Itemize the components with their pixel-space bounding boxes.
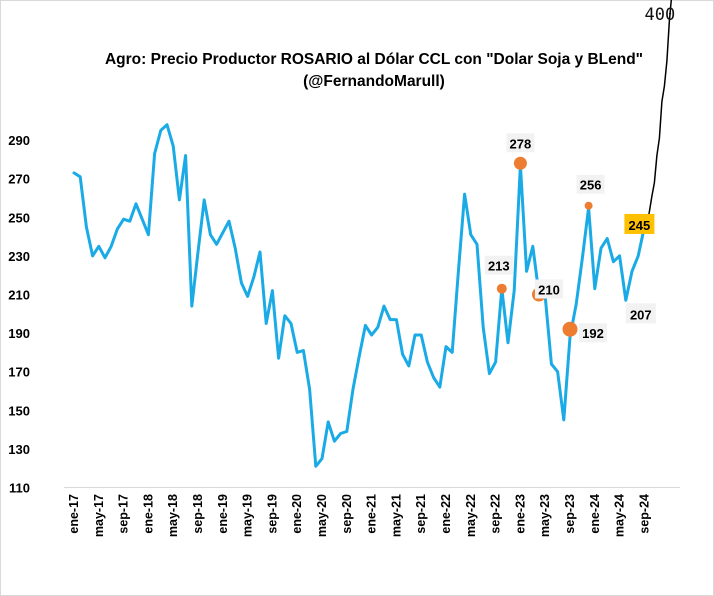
x-tick-label: sep-22 [489, 494, 503, 534]
data-label: 245 [629, 218, 651, 233]
data-label: 256 [580, 178, 602, 193]
x-tick-label: may-24 [613, 494, 627, 537]
x-tick-label: ene-20 [290, 494, 304, 534]
data-label-box [579, 323, 607, 343]
x-tick-label: may-18 [166, 494, 180, 537]
data-label: 278 [510, 136, 532, 151]
x-tick-label: sep-23 [563, 494, 577, 534]
data-label-box [576, 174, 605, 194]
x-tick-label: ene-19 [216, 494, 230, 534]
highlight-label-box [624, 213, 655, 234]
x-tick-label: sep-17 [117, 494, 131, 534]
y-axis: 110 130 150 170 190 210 230 250 270 290 [8, 133, 30, 495]
y-tick-label: 150 [8, 403, 30, 418]
chart-subtitle: (@FernandoMarull) [303, 73, 445, 90]
x-tick-label: ene-24 [588, 494, 602, 534]
data-label: 213 [488, 259, 510, 274]
x-tick-label: sep-18 [191, 494, 205, 534]
x-tick-label: ene-17 [67, 494, 81, 534]
y-tick-label: 130 [8, 442, 30, 457]
y-tick-label: 250 [8, 210, 30, 225]
x-tick-label: ene-18 [141, 494, 155, 534]
y-tick-label: 230 [8, 249, 30, 264]
x-tick-label: may-22 [464, 494, 478, 537]
x-tick-label: sep-24 [637, 494, 651, 534]
data-label-box [506, 133, 535, 153]
projection-line [643, 0, 673, 228]
y-tick-label: 190 [8, 326, 30, 341]
data-labels: 213 278 210 192 256 207 245 [484, 133, 656, 343]
x-tick-label: may-19 [241, 494, 255, 537]
data-label-box [625, 303, 656, 324]
y-tick-label: 290 [8, 133, 30, 148]
data-label-box [535, 279, 563, 299]
y-tick-label: 210 [8, 288, 30, 303]
y-tick-label: 170 [8, 365, 30, 380]
x-tick-label: sep-19 [265, 494, 279, 534]
x-tick-label: ene-22 [439, 494, 453, 534]
data-marker [513, 156, 527, 170]
series-line-path [72, 123, 646, 468]
x-tick-label: ene-23 [513, 494, 527, 534]
data-label: 210 [538, 283, 560, 298]
x-tick-label: ene-21 [365, 494, 379, 534]
chart-title: Agro: Precio Productor ROSARIO al Dólar … [105, 51, 643, 68]
x-tick-label: may-20 [315, 494, 329, 537]
data-marker [496, 283, 507, 294]
data-label: 192 [582, 326, 604, 341]
series-line [72, 123, 646, 468]
data-marker [584, 201, 593, 210]
x-axis: ene-17 may-17 sep-17 ene-18 may-18 sep-18 ene-… [64, 487, 680, 537]
x-tick-label: may-21 [389, 494, 403, 537]
data-marker [562, 321, 578, 337]
x-tick-label: may-23 [538, 494, 552, 537]
x-tick-label: sep-20 [340, 494, 354, 534]
x-tick-label: may-17 [92, 494, 106, 537]
y-tick-label: 270 [8, 172, 30, 187]
data-label-box [484, 255, 513, 275]
x-tick-label: sep-21 [414, 494, 428, 534]
handwritten-projection: 400 [643, 0, 676, 228]
data-label: 207 [630, 307, 652, 322]
y-tick-label: 110 [9, 481, 30, 496]
projection-label: 400 [645, 5, 676, 25]
